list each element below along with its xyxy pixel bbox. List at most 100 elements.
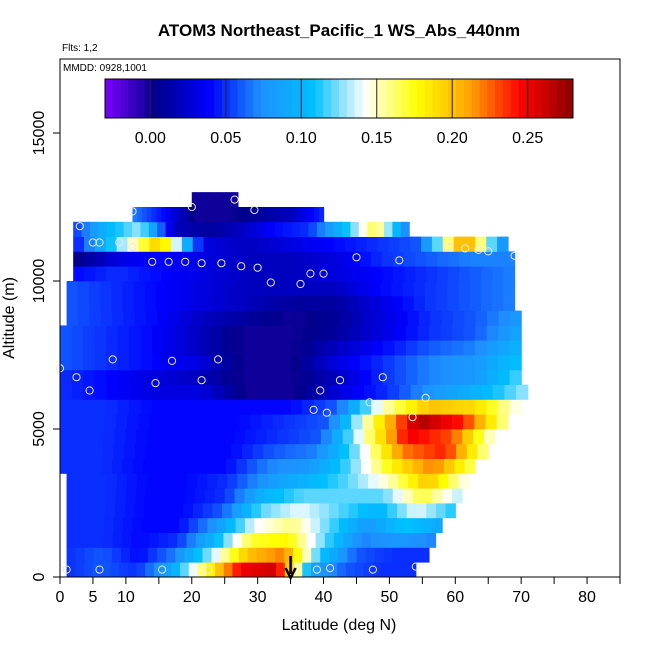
heatmap-cell xyxy=(445,384,459,400)
heatmap-cell xyxy=(84,266,96,282)
heatmap-cell xyxy=(197,473,208,489)
heatmap-cell xyxy=(302,355,315,371)
colorbar-segment xyxy=(175,79,184,118)
sample-point xyxy=(309,405,318,414)
heatmap-cell xyxy=(325,355,338,371)
heatmap-cell xyxy=(430,310,443,326)
heatmap-cell xyxy=(111,458,123,474)
colorbar-segment xyxy=(128,79,137,118)
heatmap-cell xyxy=(453,236,466,252)
heatmap-cell xyxy=(129,369,142,385)
heatmap-cell xyxy=(70,429,83,445)
heatmap-cell xyxy=(232,207,239,223)
colorbar-segment xyxy=(253,79,262,118)
heatmap-cell xyxy=(394,369,407,385)
heatmap-cell xyxy=(181,236,194,252)
heatmap-cell xyxy=(301,517,312,533)
heatmap-cell xyxy=(66,547,77,563)
heatmap-cell xyxy=(282,251,295,267)
heatmap-cell xyxy=(91,458,103,474)
heatmap-cell xyxy=(276,562,286,578)
heatmap-cell xyxy=(160,236,172,252)
heatmap-cell xyxy=(310,517,321,533)
heatmap-cell xyxy=(440,399,453,415)
heatmap-cell xyxy=(452,355,465,371)
heatmap-cell xyxy=(251,532,261,548)
heatmap-cell xyxy=(469,384,482,400)
heatmap-cell xyxy=(71,355,84,371)
heatmap-cell xyxy=(282,517,293,533)
heatmap-cell xyxy=(503,266,516,282)
heatmap-cell xyxy=(214,310,227,326)
heatmap-cell xyxy=(464,310,477,326)
heatmap-cell xyxy=(257,221,267,237)
heatmap-cell xyxy=(71,399,84,415)
heatmap-cell xyxy=(105,503,116,519)
heatmap-cell xyxy=(359,399,372,415)
sample-point xyxy=(378,373,387,382)
heatmap-cell xyxy=(305,384,318,400)
heatmap-cell xyxy=(492,281,504,297)
heatmap-cell xyxy=(247,207,253,223)
heatmap-cell xyxy=(447,281,460,297)
heatmap-cell xyxy=(338,443,350,459)
heatmap-cell xyxy=(357,517,368,533)
heatmap-cell xyxy=(326,266,339,282)
heatmap-cell xyxy=(154,503,165,519)
heatmap-cell xyxy=(89,310,102,326)
heatmap-cell xyxy=(492,384,505,400)
heatmap-cell xyxy=(83,340,96,356)
heatmap-cell xyxy=(367,221,377,237)
heatmap-cell xyxy=(158,532,169,548)
heatmap-cell xyxy=(284,547,294,563)
heatmap-cell xyxy=(114,429,126,445)
colorbar-segment xyxy=(502,79,512,118)
heatmap-cell xyxy=(466,443,479,459)
heatmap-cell xyxy=(141,384,155,400)
heatmap-cell xyxy=(115,503,126,519)
heatmap-cell xyxy=(325,340,338,356)
heatmap-cell xyxy=(205,192,208,208)
colorbar-segment xyxy=(245,79,254,118)
colorbar-tick-label: 0.05 xyxy=(210,130,241,147)
heatmap-cell xyxy=(426,251,438,267)
sample-point xyxy=(266,278,275,287)
heatmap-cell xyxy=(464,236,476,252)
heatmap-cell xyxy=(475,399,488,415)
heatmap-cell xyxy=(75,532,86,548)
heatmap-cell xyxy=(177,443,190,459)
heatmap-cell xyxy=(263,517,274,533)
sample-point xyxy=(128,242,137,252)
heatmap-cell xyxy=(188,443,200,459)
heatmap-cell xyxy=(324,532,335,548)
heatmap-cell xyxy=(333,221,343,237)
heatmap-cell xyxy=(279,281,292,297)
heatmap-cell xyxy=(236,236,248,252)
sample-point xyxy=(95,238,104,247)
heatmap-cell xyxy=(180,207,186,223)
heatmap-cell xyxy=(94,399,107,415)
heatmap-cell xyxy=(375,221,385,237)
heatmap-cell xyxy=(256,369,269,385)
heatmap-cell xyxy=(313,369,326,385)
heatmap-cell xyxy=(152,399,165,415)
heatmap-cell xyxy=(232,355,246,371)
heatmap-cell xyxy=(337,473,349,489)
heatmap-cell xyxy=(94,532,105,548)
heatmap-cell xyxy=(279,340,292,356)
heatmap-cell xyxy=(370,443,382,459)
heatmap-cell xyxy=(433,458,445,474)
heatmap-cell xyxy=(306,532,317,548)
heatmap-cell xyxy=(498,369,511,385)
heatmap-cell xyxy=(230,192,233,208)
heatmap-cell xyxy=(189,295,202,311)
heatmap-cell xyxy=(139,547,149,563)
heatmap-cell xyxy=(237,310,250,326)
heatmap-cell xyxy=(189,207,196,223)
heatmap-cell xyxy=(323,236,335,252)
heatmap-cell xyxy=(153,458,165,474)
y-tick-label: 5000 xyxy=(31,411,48,447)
heatmap-cell xyxy=(144,295,157,311)
sample-point xyxy=(484,247,493,256)
heatmap-cell xyxy=(362,414,375,430)
